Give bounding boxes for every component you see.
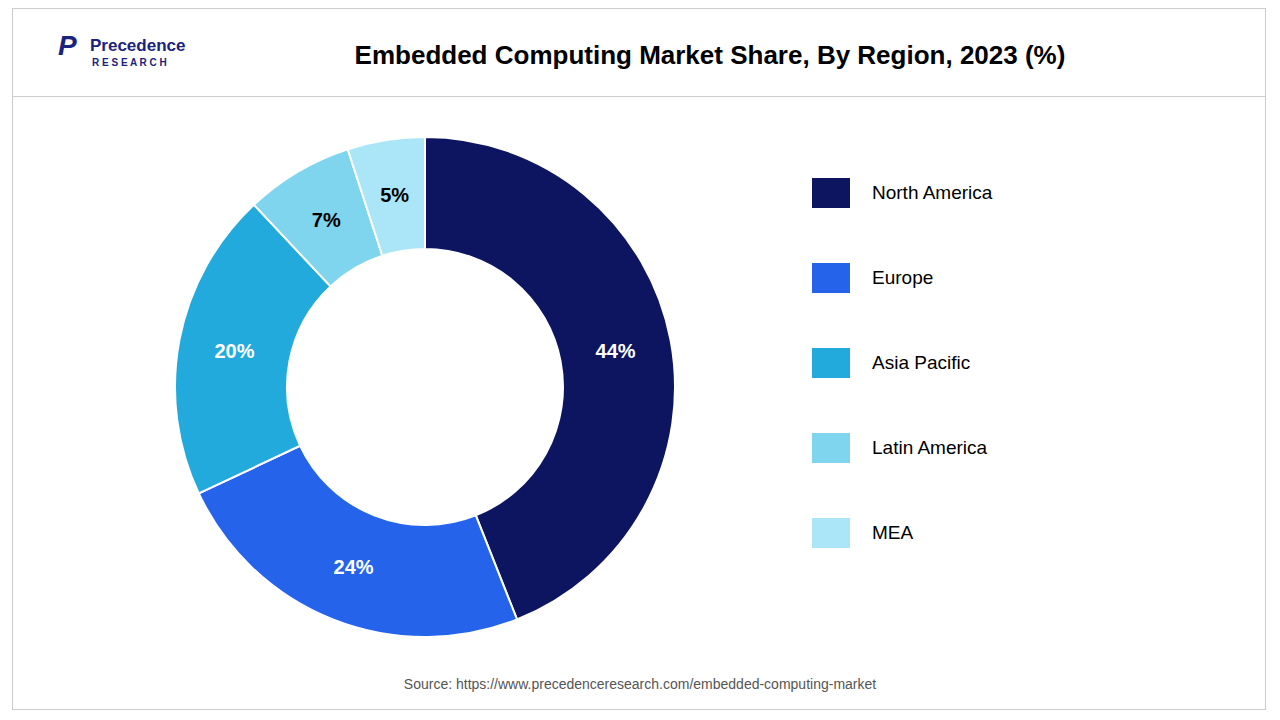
html-text:Embedded Computing Market Shar: Embedded Computing Market Share, By Regi…: [354, 40, 1066, 70]
svg-text:5%: 5%: [380, 184, 409, 206]
html-text:Latin America: Latin America: [872, 436, 988, 458]
html-text:P: P: [58, 30, 77, 61]
html-text:R E S E A R C H: R E S E A R C H: [92, 57, 167, 68]
html-text:Asia Pacific: Asia Pacific: [872, 351, 971, 373]
html-text:MEA: MEA: [872, 521, 914, 543]
svg-text:24%: 24%: [334, 556, 374, 578]
svg-text:44%: 44%: [596, 340, 636, 362]
html-text:Europe: Europe: [872, 266, 934, 288]
html-text:Precedence: Precedence: [90, 36, 186, 55]
svg-text:20%: 20%: [214, 340, 254, 362]
svg-text:7%: 7%: [312, 209, 341, 231]
html-text:North America: North America: [872, 181, 993, 203]
html-text:Source: https://www.precedence: Source: https://www.precedenceresearch.c…: [403, 676, 877, 692]
